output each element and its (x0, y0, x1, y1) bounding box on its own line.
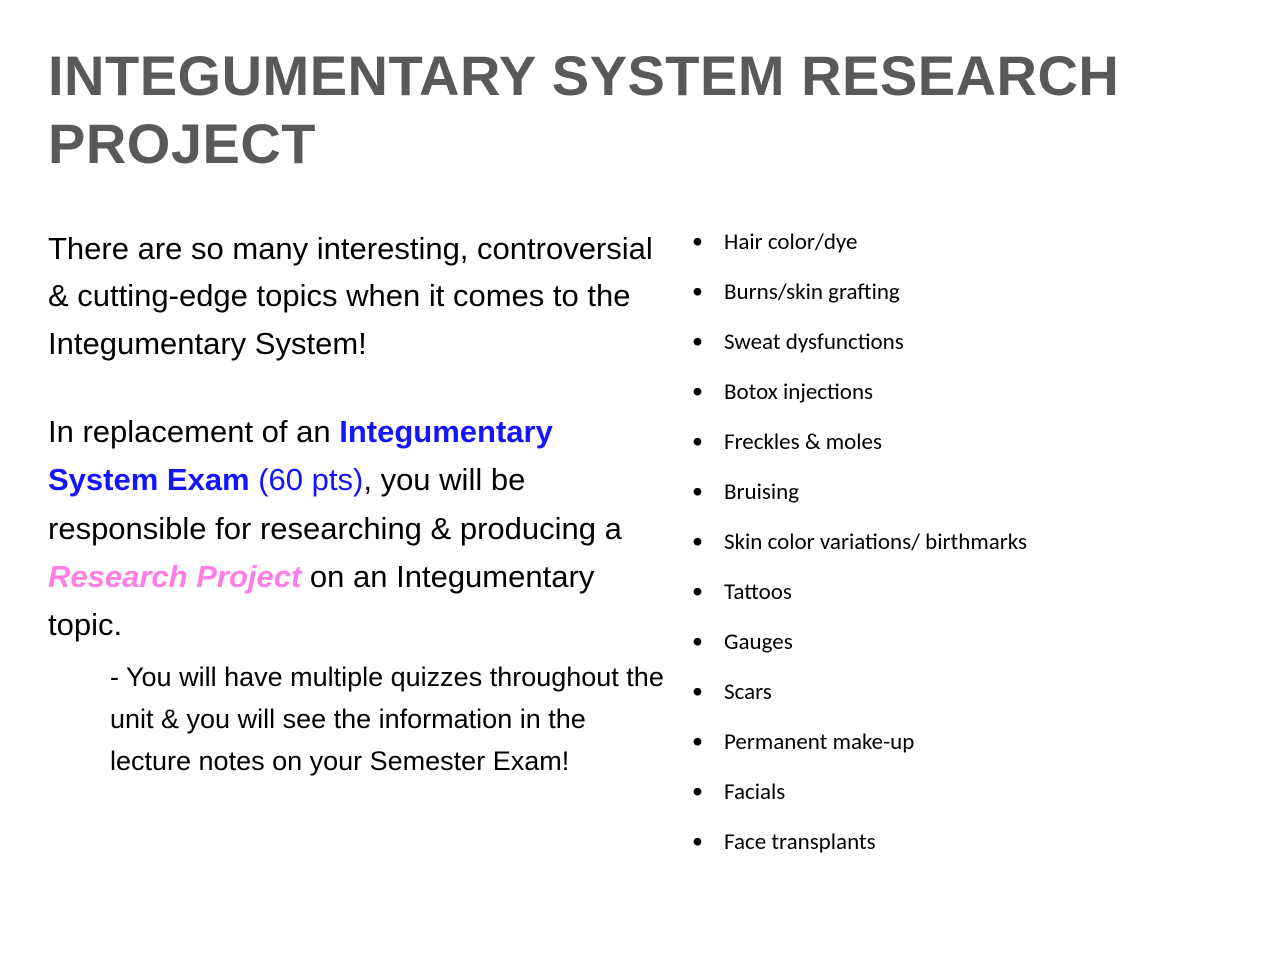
right-column: Hair color/dye Burns/skin grafting Sweat… (688, 225, 1232, 881)
columns: There are so many interesting, controver… (48, 225, 1232, 881)
topics-list: Hair color/dye Burns/skin grafting Sweat… (688, 231, 1232, 854)
list-item: Freckles & moles (688, 431, 1232, 454)
list-item: Scars (688, 681, 1232, 704)
left-column: There are so many interesting, controver… (48, 225, 688, 881)
slide-container: INTEGUMENTARY SYSTEM RESEARCH PROJECT Th… (0, 0, 1280, 960)
list-item: Bruising (688, 481, 1232, 504)
main-paragraph: In replacement of an Integumentary Syste… (48, 408, 664, 650)
intro-paragraph: There are so many interesting, controver… (48, 225, 664, 368)
list-item: Face transplants (688, 831, 1232, 854)
research-project-label: Research Project (48, 559, 301, 594)
page-title: INTEGUMENTARY SYSTEM RESEARCH PROJECT (48, 42, 1232, 179)
list-item: Skin color variations/ birthmarks (688, 531, 1232, 554)
list-item: Botox injections (688, 381, 1232, 404)
list-item: Permanent make-up (688, 731, 1232, 754)
list-item: Hair color/dye (688, 231, 1232, 254)
list-item: Gauges (688, 631, 1232, 654)
list-item: Sweat dysfunctions (688, 331, 1232, 354)
sub-note: - You will have multiple quizzes through… (110, 656, 664, 782)
list-item: Facials (688, 781, 1232, 804)
list-item: Tattoos (688, 581, 1232, 604)
exam-points: (60 pts) (258, 462, 363, 497)
list-item: Burns/skin grafting (688, 281, 1232, 304)
para-lead: In replacement of an (48, 414, 339, 449)
